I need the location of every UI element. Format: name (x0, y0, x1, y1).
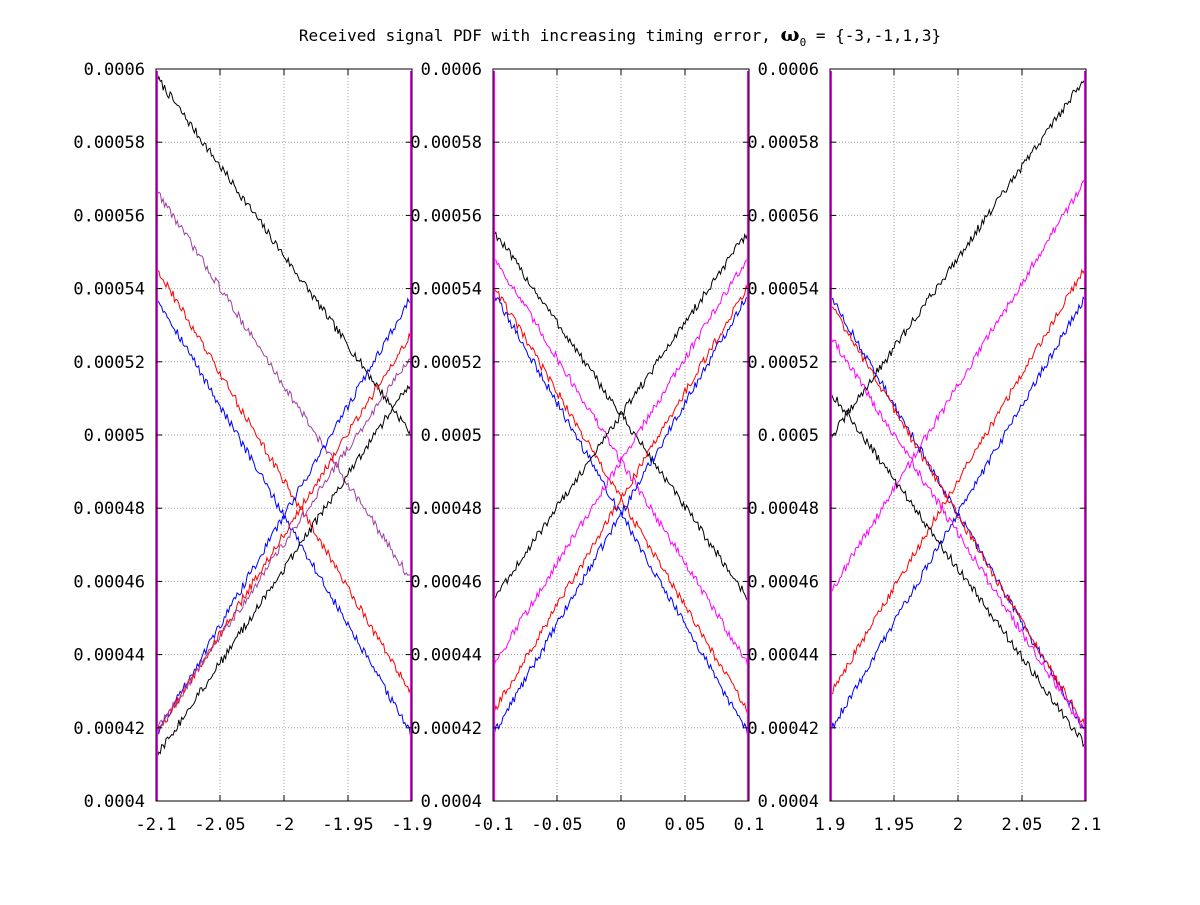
y-tick-label: 0.00044 (747, 646, 819, 666)
x-tick-label: 0.05 (665, 815, 706, 835)
y-tick-label: 0.00048 (73, 499, 145, 519)
x-tick-label: -0.05 (531, 815, 582, 835)
y-tick-label: 0.00058 (73, 133, 145, 153)
x-tick-label: -0.1 (473, 815, 514, 835)
y-tick-label: 0.00042 (410, 719, 482, 739)
y-tick-label: 0.0006 (758, 60, 819, 80)
omega-subscript: 0 (800, 36, 807, 49)
x-tick-label: 2.1 (1071, 815, 1102, 835)
series-line-blue (155, 295, 413, 736)
y-tick-label: 0.00052 (73, 353, 145, 373)
x-tick-label: 0 (616, 815, 626, 835)
y-tick-label: 0.00048 (410, 499, 482, 519)
x-tick-label: 1.9 (815, 815, 846, 835)
series-line-black (155, 379, 413, 758)
chart-title: Received signal PDF with increasing timi… (299, 22, 941, 49)
series-line-red (492, 283, 750, 714)
series-line-black (492, 229, 750, 601)
y-tick-label: 0.0005 (758, 426, 819, 446)
x-tick-label: 2.05 (1002, 815, 1043, 835)
y-tick-label: 0.00052 (747, 353, 819, 373)
series-line-red (829, 303, 1087, 729)
y-tick-label: 0.00058 (410, 133, 482, 153)
series-line-black (492, 229, 750, 602)
y-tick-label: 0.00054 (747, 280, 819, 300)
chart-panel-2: -0.1 -0.05 0 0.05 0.1 0.0004 0.00042 0.00044 0.0… (410, 60, 764, 835)
y-tick-label: 0.00046 (73, 572, 145, 592)
series-line-magenta (829, 335, 1087, 732)
panels: -2.1 -2.05 -2 -1.95 -1.90.00040.000420.00044… (73, 60, 1101, 835)
y-tick-label: 0.00054 (410, 280, 482, 300)
y-tick-label: 0.00058 (747, 133, 819, 153)
x-tick-label: -2 (274, 815, 294, 835)
series-group (155, 75, 413, 758)
x-tick-label: -2.1 (136, 815, 177, 835)
series-line-purple (155, 354, 413, 732)
x-tick-label: -1.9 (392, 815, 433, 835)
series-line-blue (492, 292, 750, 736)
series-group (829, 76, 1087, 748)
y-tick-label: 0.0004 (421, 792, 482, 812)
y-tick-label: 0.0004 (84, 792, 145, 812)
y-tick-label: 0.00044 (73, 646, 145, 666)
series-line-magenta (492, 255, 750, 666)
y-tick-label: 0.00056 (73, 206, 145, 226)
series-line-magenta (492, 255, 750, 667)
x-tick-label: 2 (953, 815, 963, 835)
series-line-black (155, 75, 413, 436)
series-line-red (155, 266, 413, 695)
y-tick-label: 0.00046 (410, 572, 482, 592)
y-tick-label: 0.00054 (73, 280, 145, 300)
x-tick-label: 0.1 (734, 815, 765, 835)
x-tick-label: -1.95 (322, 815, 373, 835)
chart-panel-3: 1.9 1.95 2 2.05 2.1 0.0004 0.00042 0.00044 0.000… (747, 60, 1101, 835)
x-tick-label: -2.05 (194, 815, 245, 835)
omega-symbol: ω (781, 22, 800, 46)
y-tick-label: 0.00046 (747, 572, 819, 592)
y-tick-label: 0.00042 (747, 719, 819, 739)
x-tick-label: 1.95 (874, 815, 915, 835)
y-tick-label: 0.00056 (410, 206, 482, 226)
series-line-black (829, 390, 1087, 748)
y-tick-label: 0.0006 (421, 60, 482, 80)
y-tick-label: 0.0005 (421, 426, 482, 446)
series-group (492, 229, 750, 736)
y-tick-label: 0.00056 (747, 206, 819, 226)
y-tick-label: 0.00052 (410, 353, 482, 373)
chart-panel-1: -2.1 -2.05 -2 -1.95 -1.9 0.0004 0.00042 0.00044… (73, 60, 432, 835)
series-line-red (829, 266, 1087, 696)
y-tick-label: 0.00042 (73, 719, 145, 739)
series-line-blue (829, 295, 1087, 732)
y-tick-label: 0.0005 (84, 426, 145, 446)
series-line-magenta (829, 178, 1087, 593)
series-line-purple (155, 189, 413, 582)
y-tick-label: 0.00048 (747, 499, 819, 519)
y-tick-label: 0.00044 (410, 646, 482, 666)
y-tick-label: 0.0006 (84, 60, 145, 80)
y-tick-label: 0.0004 (758, 792, 819, 812)
series-line-black (829, 76, 1087, 440)
